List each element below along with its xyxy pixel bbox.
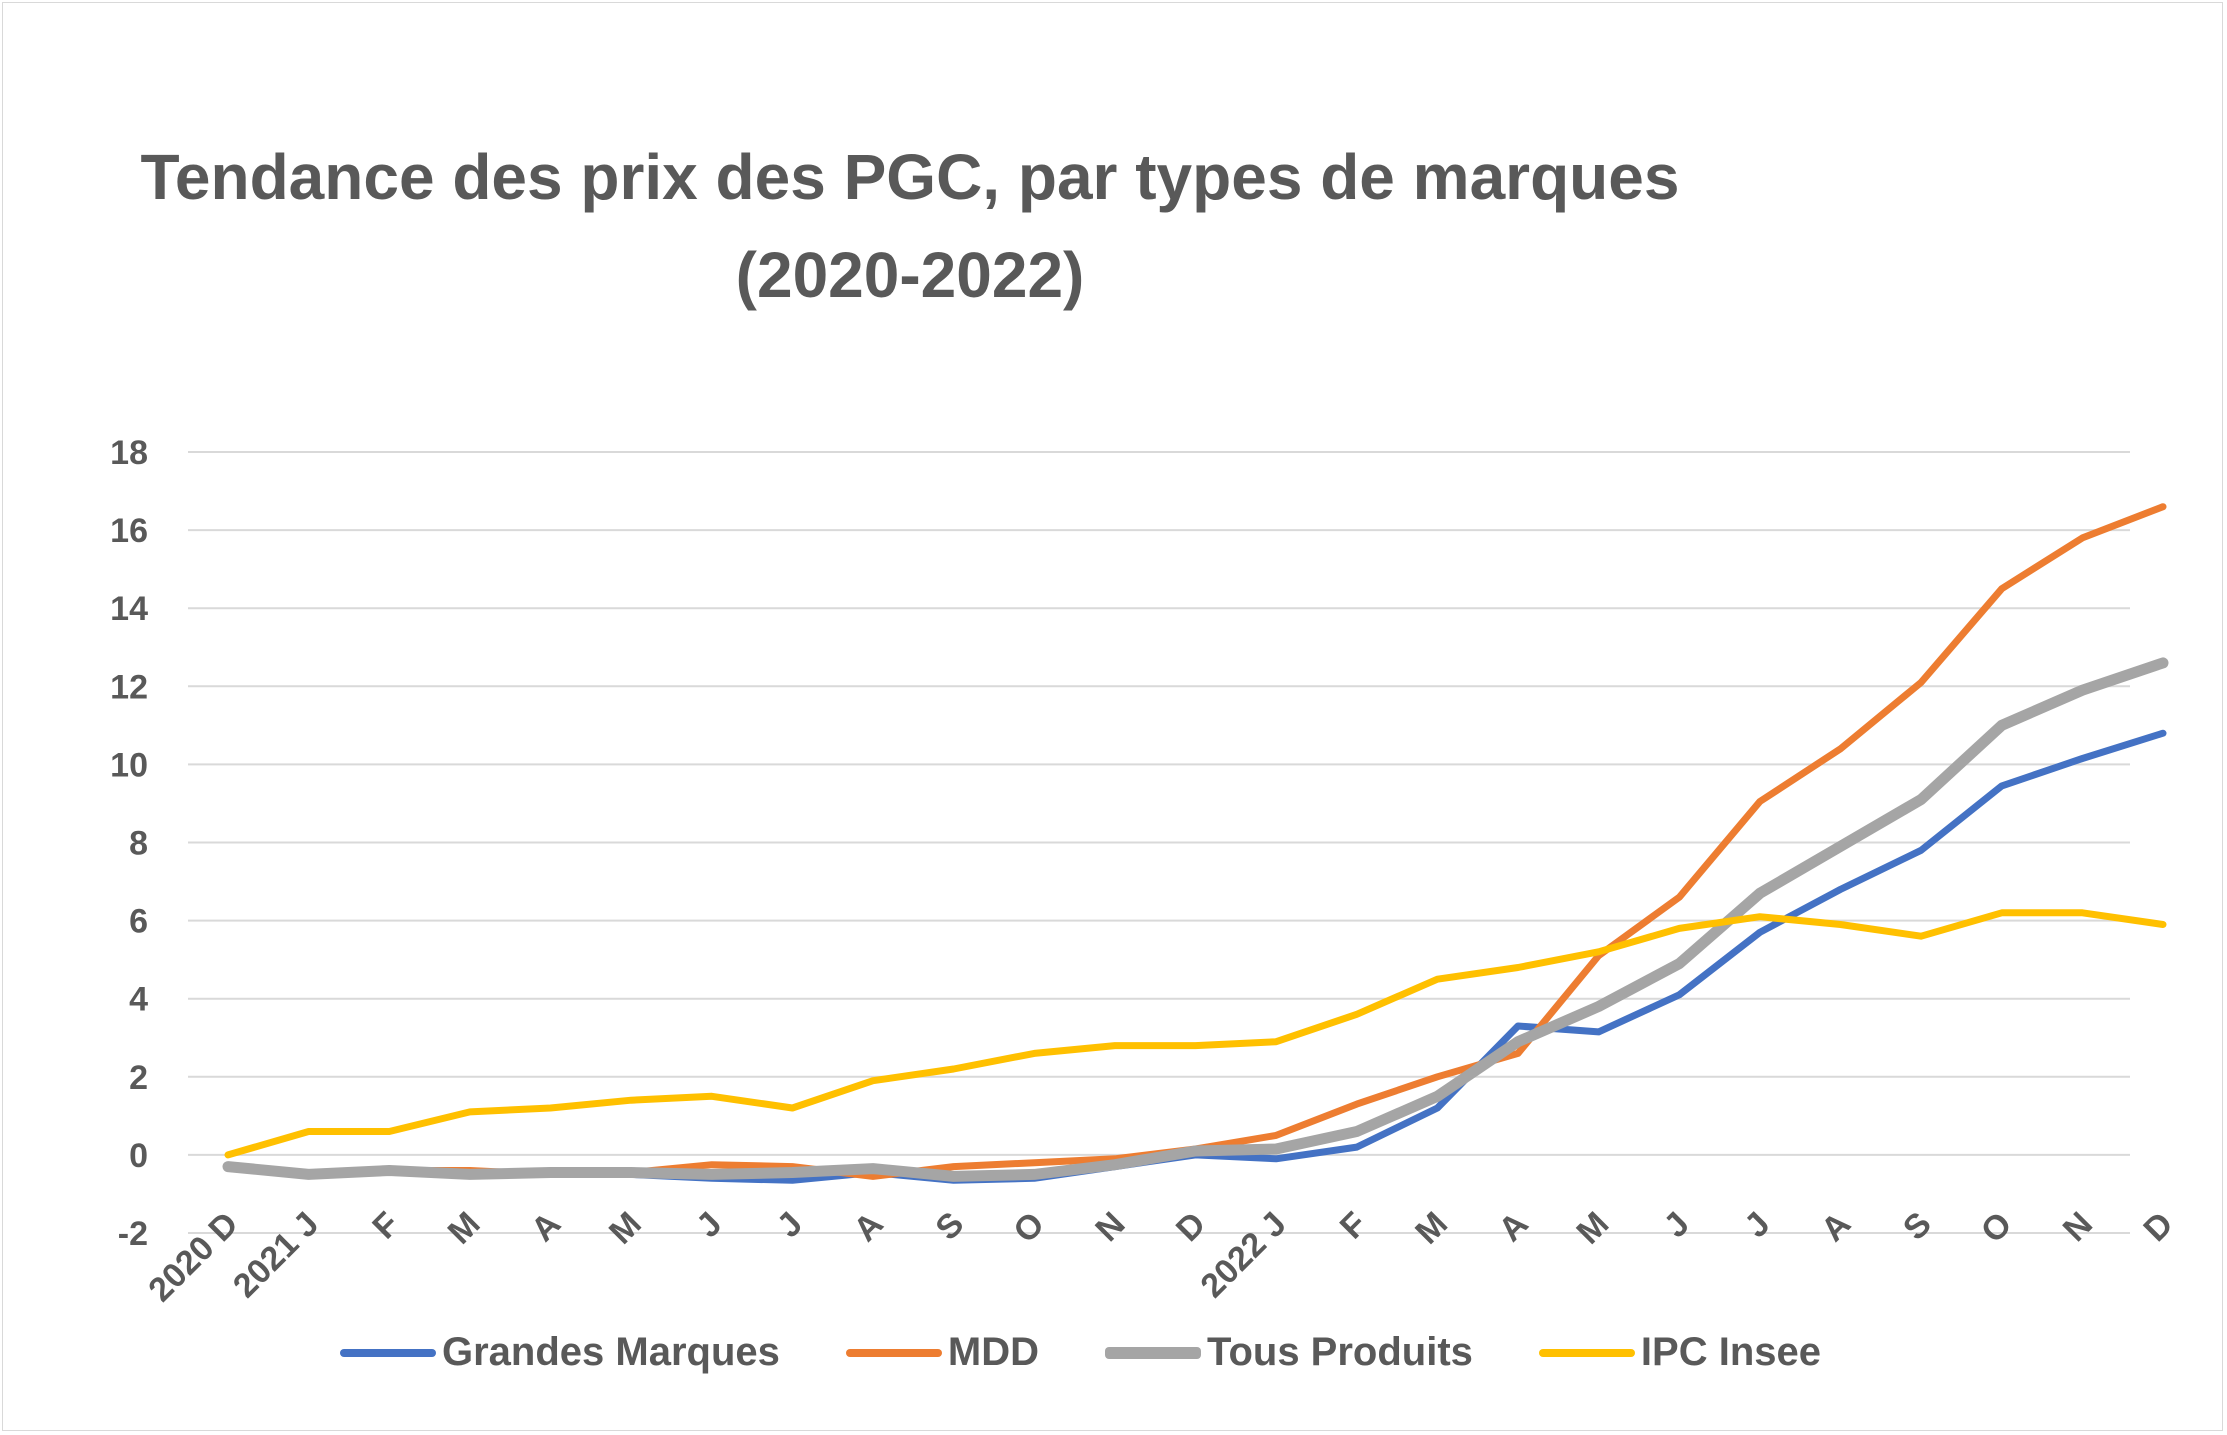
chart-title-line-2: (2020-2022) bbox=[735, 239, 1085, 311]
x-tick-label: 2021 J bbox=[226, 1205, 326, 1305]
series-lines bbox=[222, 503, 2169, 1184]
x-tick-label: M bbox=[441, 1205, 488, 1252]
chart-title: Tendance des prix des PGC, par types de … bbox=[0, 128, 1820, 324]
x-tick-label: F bbox=[1333, 1205, 1375, 1247]
x-tick-label: M bbox=[602, 1205, 649, 1252]
legend-swatch bbox=[1104, 1346, 1201, 1359]
y-tick-label: -2 bbox=[118, 1215, 148, 1253]
x-tick-label: J bbox=[1737, 1205, 1777, 1245]
x-tick-label: N bbox=[2056, 1205, 2100, 1249]
chart-title-line-1: Tendance des prix des PGC, par types de … bbox=[140, 141, 1680, 213]
x-tick-label: F bbox=[365, 1205, 407, 1247]
x-tick-label: 2022 J bbox=[1193, 1205, 1293, 1305]
legend-swatch bbox=[845, 1348, 942, 1357]
y-tick-label: 12 bbox=[110, 668, 148, 706]
y-tick-label: 6 bbox=[129, 903, 148, 941]
legend-swatch bbox=[340, 1348, 436, 1357]
x-tick-label: S bbox=[928, 1205, 971, 1248]
x-tick-label: J bbox=[689, 1205, 729, 1245]
x-tick-label: S bbox=[1896, 1205, 1939, 1248]
x-tick-label: M bbox=[1408, 1205, 1455, 1252]
legend: Grandes Marques MDD Tous Produits IPC Insee bbox=[0, 1330, 2227, 1375]
y-tick-label: 8 bbox=[129, 825, 148, 863]
legend-swatch bbox=[1538, 1348, 1635, 1357]
legend-label: MDD bbox=[947, 1330, 1039, 1374]
legend-item: IPC Insee bbox=[1538, 1330, 1821, 1375]
series-line-tous-produits bbox=[222, 657, 2169, 1182]
x-tick-label: 2020 D bbox=[141, 1205, 245, 1309]
x-tick-label: M bbox=[1569, 1205, 1616, 1252]
legend-item: Tous Produits bbox=[1104, 1330, 1473, 1375]
legend-label: IPC Insee bbox=[1640, 1330, 1821, 1374]
x-tick-label: J bbox=[1657, 1205, 1697, 1245]
x-tick-label: A bbox=[1491, 1205, 1535, 1249]
y-tick-label: 14 bbox=[110, 590, 148, 628]
series-line-grandes-marques bbox=[224, 729, 2167, 1184]
x-tick-label: A bbox=[524, 1205, 568, 1249]
legend-item: Grandes Marques bbox=[340, 1330, 780, 1375]
series-line-ipc-insee bbox=[224, 909, 2167, 1159]
legend-label: Tous Produits bbox=[1206, 1330, 1473, 1374]
y-tick-label: 16 bbox=[110, 512, 148, 550]
legend-label: Grandes Marques bbox=[442, 1330, 780, 1374]
x-tick-label: O bbox=[1006, 1205, 1052, 1251]
y-tick-label: 10 bbox=[110, 746, 148, 784]
x-tick-label: N bbox=[1088, 1205, 1132, 1249]
y-tick-label: 4 bbox=[129, 981, 148, 1019]
y-tick-label: 18 bbox=[110, 434, 148, 472]
x-tick-label: O bbox=[1974, 1205, 2020, 1251]
x-tick-label: A bbox=[846, 1205, 890, 1249]
x-tick-label: D bbox=[1169, 1205, 1213, 1249]
y-tick-label: 2 bbox=[129, 1059, 148, 1097]
x-tick-label: J bbox=[770, 1205, 810, 1245]
x-tick-label: A bbox=[1814, 1205, 1858, 1249]
y-tick-label: 0 bbox=[129, 1137, 148, 1175]
x-tick-label: D bbox=[2136, 1205, 2180, 1249]
gridlines bbox=[188, 451, 2130, 1234]
y-axis-ticks: -2 0 2 4 6 8 10 12 14 16 18 bbox=[110, 434, 148, 1253]
legend-item: MDD bbox=[845, 1330, 1039, 1375]
